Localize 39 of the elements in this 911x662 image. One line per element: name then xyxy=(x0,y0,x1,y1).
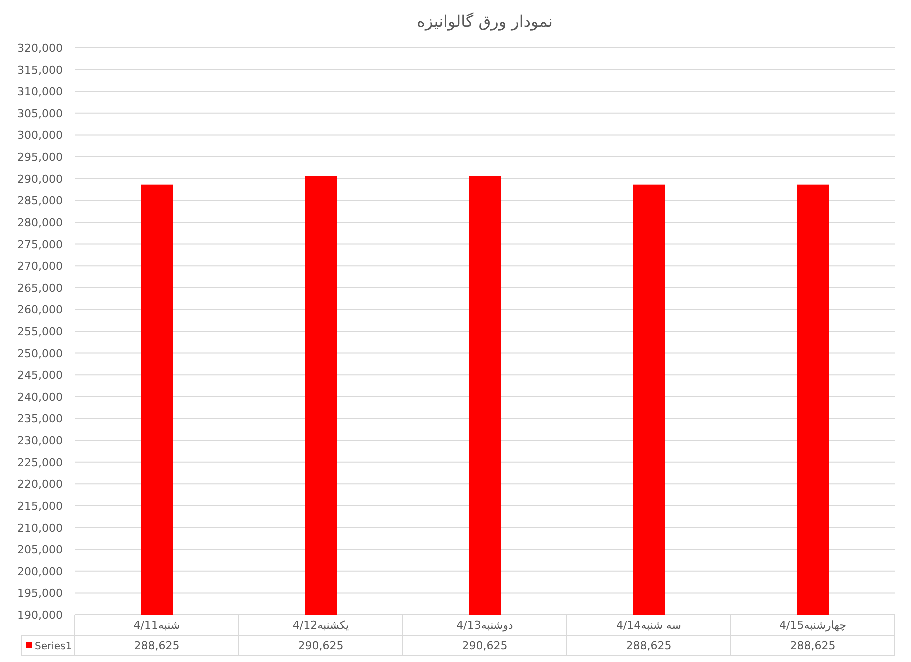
x-tick-label: چهارشنبه4/15 xyxy=(780,619,846,632)
y-tick-label: 205,000 xyxy=(18,544,63,557)
y-tick-label: 215,000 xyxy=(18,500,63,513)
data-label: 288,625 xyxy=(626,640,672,652)
y-tick-label: 235,000 xyxy=(18,412,63,426)
data-label: 288,625 xyxy=(790,640,836,652)
y-tick-label: 240,000 xyxy=(18,390,63,404)
y-tick-label: 230,000 xyxy=(18,434,63,448)
y-tick-label: 295,000 xyxy=(18,151,63,164)
y-tick-label: 290,000 xyxy=(18,172,63,186)
x-tick-label: سه شنبه4/14 xyxy=(616,619,682,632)
y-tick-label: 315,000 xyxy=(18,64,63,77)
legend-label: Series1 xyxy=(35,642,72,652)
x-tick-label: دوشنبه4/13 xyxy=(456,619,514,632)
data-label: 290,625 xyxy=(462,640,508,652)
y-tick-label: 195,000 xyxy=(18,587,63,600)
x-tick-label: شنبه4/11 xyxy=(134,619,180,632)
y-tick-label: 265,000 xyxy=(18,282,63,295)
y-tick-label: 245,000 xyxy=(18,369,63,382)
data-label: 290,625 xyxy=(298,640,344,652)
y-tick-label: 305,000 xyxy=(18,107,63,120)
y-tick-label: 280,000 xyxy=(18,216,63,230)
y-tick-label: 320,000 xyxy=(18,42,63,55)
title: نمودار ورق گالوانیزه xyxy=(417,12,553,31)
y-tick-label: 250,000 xyxy=(18,347,63,360)
y-tick-label: 260,000 xyxy=(18,304,63,317)
y-tick-label: 310,000 xyxy=(18,86,63,99)
y-tick-label: 275,000 xyxy=(18,238,63,252)
y-tick-label: 220,000 xyxy=(18,478,63,492)
y-tick-label: 285,000 xyxy=(18,194,63,208)
y-tick-label: 225,000 xyxy=(18,456,63,470)
y-tick-label: 200,000 xyxy=(18,565,63,578)
y-tick-label: 255,000 xyxy=(18,326,63,338)
y-tick-label: 190,000 xyxy=(18,609,63,622)
y-tick-label: 300,000 xyxy=(18,129,63,142)
x-tick-label: یکشنبه4/12 xyxy=(292,619,350,632)
y-tick-label: 210,000 xyxy=(18,522,63,535)
y-tick-label: 270,000 xyxy=(18,260,63,274)
data-label: 288,625 xyxy=(134,640,180,652)
